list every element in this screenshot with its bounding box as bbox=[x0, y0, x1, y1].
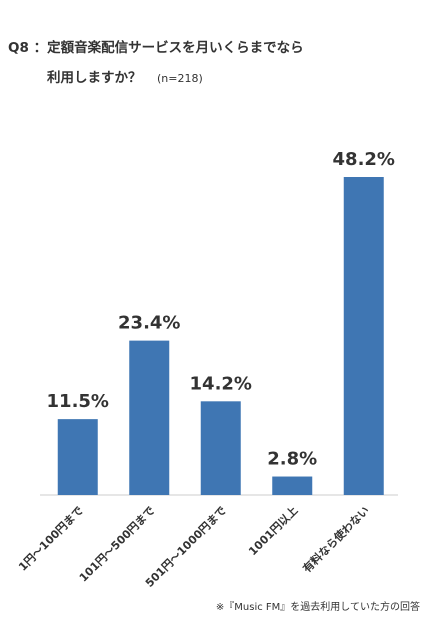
value-label: 14.2% bbox=[190, 373, 252, 394]
value-label: 11.5% bbox=[47, 391, 109, 412]
x-tick-label: 501円～1000円まで bbox=[143, 504, 229, 590]
bar bbox=[272, 476, 313, 495]
x-tick-label: 有料なら使わない bbox=[300, 503, 372, 575]
x-tick-label: 101円～500円まで bbox=[77, 504, 158, 585]
chart-subtitle: (n=218) bbox=[157, 72, 203, 85]
chart-title: 利用しますか？ bbox=[47, 69, 142, 86]
chart-title: Q8 ：定額音楽配信サービスを月いくらまでなら bbox=[8, 39, 304, 56]
bar bbox=[57, 419, 98, 495]
x-tick-label: 1001円以上 bbox=[245, 503, 300, 558]
value-label: 48.2% bbox=[333, 149, 395, 170]
bar bbox=[200, 401, 241, 495]
bar bbox=[343, 177, 384, 495]
value-label: 23.4% bbox=[118, 313, 180, 334]
bar bbox=[129, 340, 170, 495]
x-tick-label: 1円～100円まで bbox=[16, 504, 86, 574]
footnote: ※『Music FM』を過去利用していた方の回答 bbox=[216, 600, 420, 613]
value-label: 2.8% bbox=[267, 449, 317, 470]
